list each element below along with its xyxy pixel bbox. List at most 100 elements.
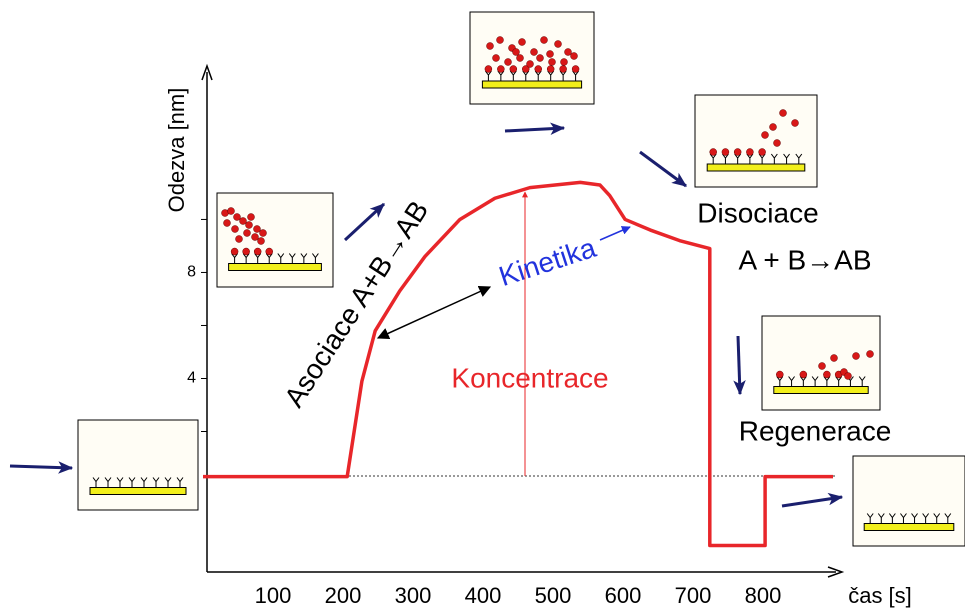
x-tick-label: 700 <box>675 583 712 608</box>
icon-analyte <box>867 351 874 358</box>
icon-analyte <box>780 110 787 117</box>
y-tick-label: 4 <box>187 370 196 387</box>
icon-analyte <box>819 363 826 370</box>
icon-analyte <box>260 230 267 237</box>
icon-analyte <box>561 59 568 66</box>
sensor-icon <box>78 420 198 510</box>
icon-analyte <box>497 37 504 44</box>
icon-analyte <box>244 230 251 237</box>
sensor-icon <box>470 12 594 104</box>
icon-bound <box>759 149 766 156</box>
icon-analyte <box>505 59 512 66</box>
icon-analyte <box>519 39 526 46</box>
icon-surface <box>707 164 805 171</box>
icon-analyte <box>224 220 231 227</box>
flow-arrow <box>640 152 686 186</box>
annotation: Koncentrace <box>451 362 608 393</box>
icon-bound <box>266 248 273 255</box>
icon-bound <box>497 66 504 73</box>
icon-analyte <box>254 226 261 233</box>
icon-surface <box>864 524 954 531</box>
icon-analyte <box>252 234 259 241</box>
y-axis-label: Odezva [nm] <box>164 88 189 213</box>
icon-analyte <box>547 51 554 58</box>
icon-bound <box>485 66 492 73</box>
icon-analyte <box>853 353 860 360</box>
icon-bound <box>722 149 729 156</box>
flow-arrow <box>10 466 72 468</box>
icon-analyte <box>517 55 524 62</box>
icon-analyte <box>565 49 572 56</box>
icon-analyte <box>513 49 520 56</box>
sensor-icon <box>762 316 880 410</box>
x-tick-label: 300 <box>395 583 432 608</box>
icon-bound <box>535 66 542 73</box>
x-tick-label: 600 <box>605 583 642 608</box>
annotation: A + B→AB <box>738 244 871 275</box>
sensor-icon <box>853 456 965 546</box>
x-tick-label: 800 <box>745 583 782 608</box>
icon-analyte <box>774 140 781 147</box>
icon-bound <box>560 66 567 73</box>
icon-bound <box>510 66 517 73</box>
icon-box <box>853 456 965 546</box>
icon-analyte <box>549 59 556 66</box>
annotation: Regenerace <box>739 415 892 446</box>
annotation: Disociace <box>697 197 818 228</box>
icon-analyte <box>234 214 241 221</box>
icon-analyte <box>228 208 235 215</box>
icon-box <box>217 193 333 287</box>
icon-analyte <box>236 236 243 243</box>
icon-bound <box>547 66 554 73</box>
icon-bound <box>231 248 238 255</box>
icon-analyte <box>541 37 548 44</box>
icon-surface <box>229 264 322 271</box>
chart: Odezva [nm] čas [s] 4 8 100 200 300 400 500 600… <box>0 0 965 608</box>
sensor-icon <box>217 193 333 287</box>
icon-analyte <box>537 55 544 62</box>
sensor-icon <box>695 95 817 187</box>
icon-analyte <box>240 218 247 225</box>
icon-analyte <box>258 238 265 245</box>
flow-arrow <box>738 336 740 394</box>
icon-analyte <box>831 355 838 362</box>
icon-bound <box>800 371 807 378</box>
icon-bound <box>776 371 783 378</box>
icon-analyte <box>770 124 777 131</box>
icon-analyte <box>487 43 494 50</box>
kinetics-arrow <box>378 287 490 338</box>
icon-analyte <box>531 49 538 56</box>
icon-bound <box>734 149 741 156</box>
icon-bound <box>710 149 717 156</box>
icon-surface <box>482 81 581 88</box>
annotation: Kinetika <box>495 232 600 292</box>
x-tick-label: 200 <box>325 583 362 608</box>
icon-analyte <box>792 120 799 127</box>
kinetics-arrow-blue <box>600 227 630 240</box>
icon-analyte <box>527 61 534 68</box>
icon-surface <box>90 488 186 495</box>
icon-analyte <box>493 55 500 62</box>
icon-analyte <box>246 222 253 229</box>
icon-analyte <box>845 373 852 380</box>
icon-analyte <box>762 132 769 139</box>
icon-analyte <box>248 214 255 221</box>
icon-bound <box>823 371 830 378</box>
flow-arrow <box>505 128 564 131</box>
icon-surface <box>774 387 868 394</box>
x-tick-label: 400 <box>465 583 502 608</box>
icon-bound <box>243 248 250 255</box>
x-tick-label: 500 <box>535 583 572 608</box>
x-axis-label: čas [s] <box>848 583 912 608</box>
x-tick-label: 100 <box>255 583 292 608</box>
icon-analyte <box>555 41 562 48</box>
icon-box <box>78 420 198 510</box>
icon-analyte <box>232 226 239 233</box>
icon-bound <box>746 149 753 156</box>
icon-box <box>695 95 817 187</box>
icon-analyte <box>571 53 578 60</box>
y-tick-label: 8 <box>187 264 196 281</box>
icon-bound <box>572 66 579 73</box>
flow-arrow <box>782 497 842 506</box>
flow-arrow <box>345 204 384 240</box>
